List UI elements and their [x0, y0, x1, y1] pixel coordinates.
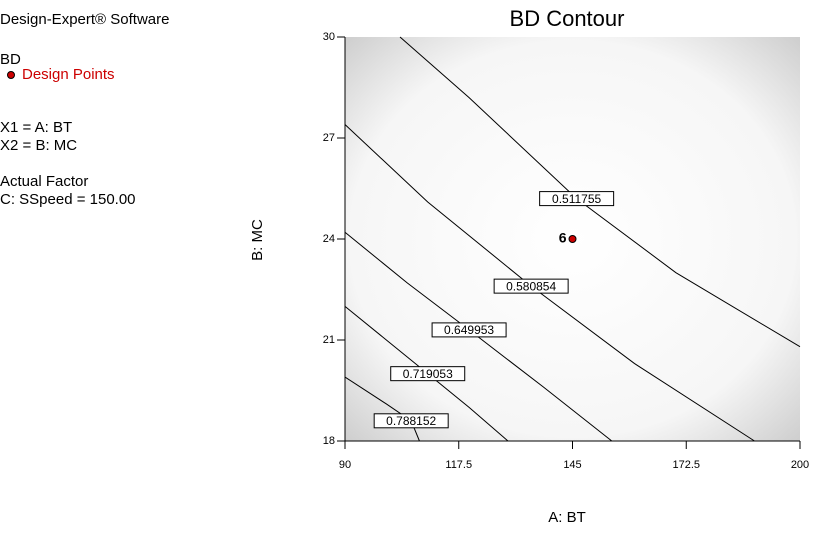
contour-label-box	[493, 278, 569, 294]
y-tick-label: 21	[323, 334, 335, 346]
x-tick-label: 117.5	[445, 459, 472, 471]
x-tick-label: 172.5	[672, 459, 700, 471]
x-axis-label: A: BT	[548, 509, 586, 526]
y-axis-label: B: MC	[249, 219, 266, 261]
contour-label: 0.511755	[552, 192, 601, 206]
point-label: 6	[559, 230, 567, 246]
legend-marker	[7, 71, 15, 79]
x-tick-label: 90	[339, 459, 351, 471]
contour-label: 0.788152	[386, 414, 436, 428]
contour-label-box	[431, 322, 507, 338]
side-text: Design Points	[22, 66, 115, 83]
contour-label: 0.649953	[444, 323, 494, 337]
side-text: X2 = B: MC	[0, 137, 77, 154]
contour-label: 0.719053	[403, 367, 453, 381]
side-text: Design-Expert® Software	[0, 11, 169, 28]
contour-label: 0.580854	[506, 279, 556, 293]
contour-label-box	[390, 366, 466, 382]
contour-label-box	[539, 191, 615, 207]
chart-title: BD Contour	[510, 6, 625, 31]
side-text: C: SSpeed = 150.00	[0, 191, 136, 208]
contour-label-box	[373, 413, 449, 429]
y-tick-label: 27	[323, 132, 335, 144]
y-tick-label: 24	[323, 233, 335, 245]
side-text: Actual Factor	[0, 173, 88, 190]
side-text: BD	[0, 51, 21, 68]
contour-line	[344, 376, 420, 442]
y-tick-label: 30	[323, 31, 335, 43]
x-tick-label: 200	[791, 459, 809, 471]
y-tick-label: 18	[323, 435, 335, 447]
x-tick-label: 145	[563, 459, 581, 471]
design-point	[568, 235, 577, 243]
side-text: X1 = A: BT	[0, 119, 72, 136]
